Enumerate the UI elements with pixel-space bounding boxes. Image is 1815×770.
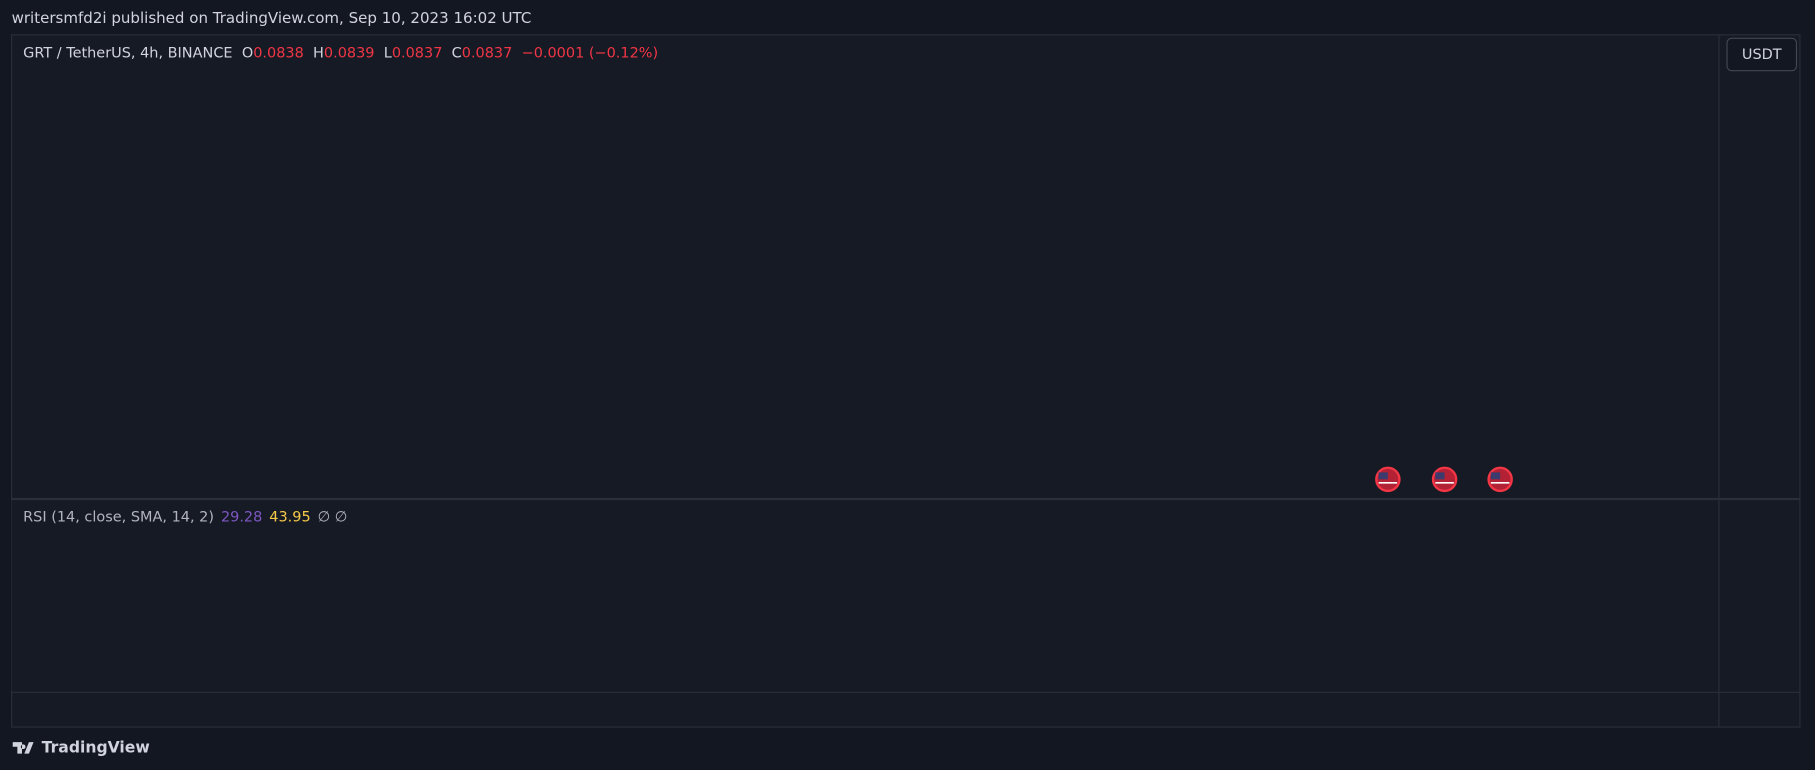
- rsi-legend: RSI (14, close, SMA, 14, 2) 29.28 43.95 ∅ ∅: [23, 510, 347, 526]
- ohlc-label: C: [452, 45, 462, 61]
- flag-canton: [1435, 472, 1445, 480]
- currency-button[interactable]: USDT: [1726, 37, 1798, 72]
- economic-events: [1375, 466, 1513, 493]
- footer-brand: TradingView: [42, 738, 150, 756]
- symbol-legend: GRT / TetherUS, 4h, BINANCE O0.0838 H0.083…: [23, 45, 658, 61]
- rsi-sma-value: 43.95: [269, 510, 310, 526]
- event-flag[interactable]: [1375, 466, 1401, 493]
- flag-canton: [1378, 472, 1388, 480]
- footer-logo: TradingView: [12, 738, 150, 756]
- change: −0.0001 (−0.12%): [522, 45, 659, 61]
- rsi-title: RSI (14, close, SMA, 14, 2): [23, 510, 214, 526]
- currency-button-box[interactable]: [1726, 37, 1798, 72]
- ohlc-value: 0.0839: [324, 45, 375, 61]
- ohlc-label: O: [242, 45, 253, 61]
- rsi-value: 29.28: [221, 510, 262, 526]
- rsi-flags: ∅ ∅: [318, 510, 348, 526]
- rsi-pane: [11, 500, 1719, 692]
- currency-button-label[interactable]: USDT: [1742, 47, 1782, 63]
- logo-mark: [12, 742, 34, 754]
- event-flag[interactable]: [1487, 466, 1513, 493]
- ohlc-value: 0.0837: [392, 45, 443, 61]
- symbol: GRT / TetherUS, 4h, BINANCE: [23, 45, 232, 61]
- flag-canton: [1490, 472, 1501, 480]
- ohlc-value: 0.0838: [253, 45, 304, 61]
- ohlc-label: L: [384, 45, 392, 61]
- ohlc-label: H: [313, 45, 324, 61]
- ohlc-value: 0.0837: [462, 45, 513, 61]
- event-flag[interactable]: [1431, 466, 1458, 493]
- publisher-line: writersmfd2i published on TradingView.co…: [12, 9, 532, 27]
